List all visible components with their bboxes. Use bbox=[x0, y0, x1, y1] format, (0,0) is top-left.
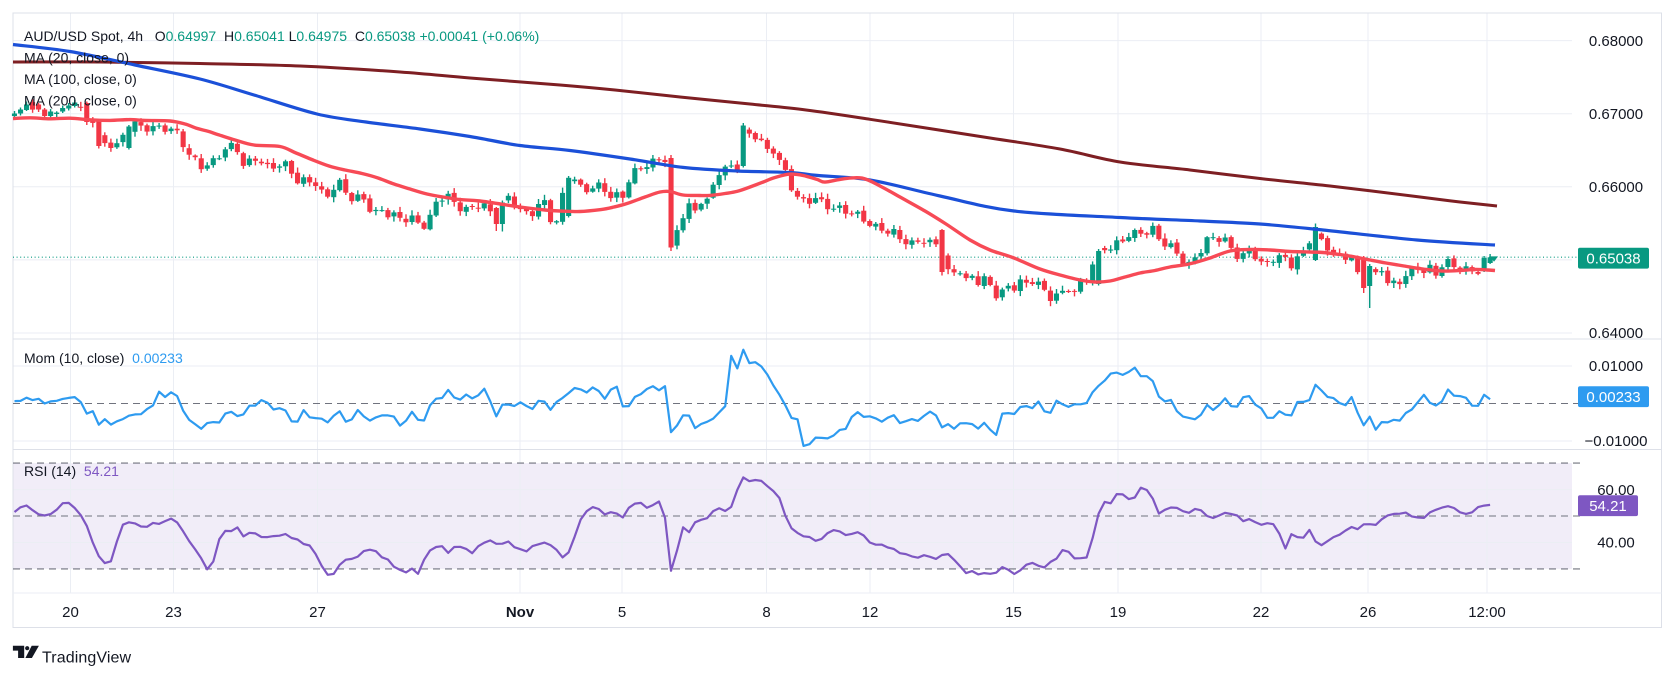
svg-text:12:00: 12:00 bbox=[1468, 604, 1506, 621]
svg-text:60.00: 60.00 bbox=[1597, 482, 1635, 499]
svg-text:Nov: Nov bbox=[506, 604, 535, 621]
svg-text:8: 8 bbox=[762, 604, 770, 621]
svg-text:19: 19 bbox=[1110, 604, 1127, 621]
svg-text:40.00: 40.00 bbox=[1597, 535, 1635, 552]
svg-text:0.67000: 0.67000 bbox=[1589, 106, 1643, 123]
svg-text:0.01000: 0.01000 bbox=[1589, 358, 1643, 375]
svg-text:5: 5 bbox=[618, 604, 626, 621]
svg-text:MA (100, close, 0): MA (100, close, 0) bbox=[24, 71, 137, 87]
svg-text:MA (20, close, 0): MA (20, close, 0) bbox=[24, 50, 129, 66]
svg-text:0.66000: 0.66000 bbox=[1589, 179, 1643, 196]
svg-text:23: 23 bbox=[165, 604, 182, 621]
svg-text:Mom (10, close) 0.00233: Mom (10, close) 0.00233 bbox=[24, 350, 183, 366]
svg-text:0.65038: 0.65038 bbox=[1586, 250, 1640, 267]
svg-text:0.00233: 0.00233 bbox=[1586, 389, 1640, 406]
svg-text:26: 26 bbox=[1360, 604, 1377, 621]
svg-text:54.21: 54.21 bbox=[1589, 498, 1627, 515]
svg-text:−0.01000: −0.01000 bbox=[1585, 433, 1648, 450]
svg-text:0.64000: 0.64000 bbox=[1589, 325, 1643, 342]
svg-text:27: 27 bbox=[309, 604, 326, 621]
svg-text:22: 22 bbox=[1253, 604, 1270, 621]
svg-text:MA (200, close, 0): MA (200, close, 0) bbox=[24, 93, 137, 109]
svg-text:15: 15 bbox=[1005, 604, 1022, 621]
svg-text:TradingView: TradingView bbox=[42, 650, 131, 667]
svg-text:0.68000: 0.68000 bbox=[1589, 33, 1643, 50]
svg-text:AUD/USD Spot, 4h O0.64997 H: AUD/USD Spot, 4h O0.64997 H0.65041 L0.64… bbox=[24, 28, 539, 44]
svg-text:RSI (14) 54.21: RSI (14) 54.21 bbox=[24, 463, 119, 479]
svg-text:12: 12 bbox=[862, 604, 879, 621]
svg-text:20: 20 bbox=[62, 604, 79, 621]
